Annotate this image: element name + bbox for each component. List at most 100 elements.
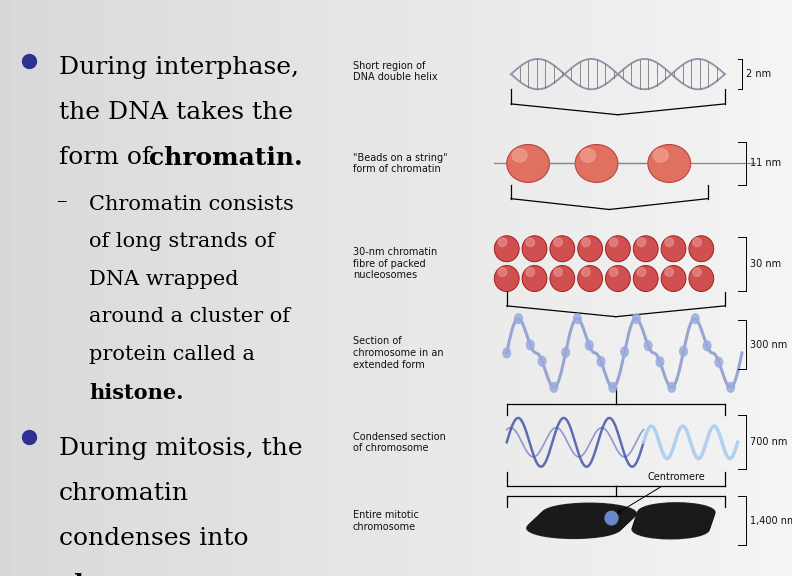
Ellipse shape [581, 149, 596, 162]
Text: chromatin: chromatin [59, 482, 189, 505]
Ellipse shape [605, 511, 618, 525]
Ellipse shape [498, 268, 507, 276]
Ellipse shape [581, 238, 590, 247]
Ellipse shape [638, 505, 714, 524]
Text: 30-nm chromatin
fibre of packed
nucleosomes: 30-nm chromatin fibre of packed nucleoso… [352, 247, 437, 281]
Ellipse shape [527, 518, 621, 539]
Ellipse shape [693, 238, 702, 247]
Ellipse shape [531, 513, 626, 534]
Ellipse shape [540, 506, 634, 526]
Ellipse shape [531, 514, 625, 535]
Ellipse shape [638, 504, 714, 522]
Text: "Beads on a string"
form of chromatin: "Beads on a string" form of chromatin [352, 153, 447, 175]
Ellipse shape [606, 236, 630, 262]
Ellipse shape [635, 512, 712, 530]
Ellipse shape [661, 236, 686, 262]
Ellipse shape [575, 145, 618, 183]
Ellipse shape [494, 266, 519, 291]
Text: 2 nm: 2 nm [746, 69, 771, 79]
Ellipse shape [636, 508, 713, 527]
Circle shape [550, 382, 558, 392]
Ellipse shape [530, 515, 624, 535]
Circle shape [585, 340, 593, 350]
Text: Short region of
DNA double helix: Short region of DNA double helix [352, 60, 437, 82]
Text: protein called a: protein called a [89, 345, 255, 364]
Ellipse shape [606, 266, 630, 291]
Text: During mitosis, the: During mitosis, the [59, 437, 303, 460]
Text: of long strands of: of long strands of [89, 232, 275, 251]
Text: Section of
chromosome in an
extended form: Section of chromosome in an extended for… [352, 336, 444, 370]
Text: 11 nm: 11 nm [751, 158, 782, 168]
Text: Chromatin consists: Chromatin consists [89, 195, 294, 214]
Circle shape [656, 357, 664, 367]
Circle shape [680, 346, 687, 356]
Text: chromosomes.: chromosomes. [59, 573, 261, 576]
Ellipse shape [634, 514, 711, 533]
Text: condenses into: condenses into [59, 528, 249, 551]
Text: Centromere: Centromere [617, 472, 706, 513]
Ellipse shape [638, 238, 645, 247]
Text: form of: form of [59, 146, 159, 169]
Ellipse shape [635, 511, 712, 530]
Ellipse shape [634, 236, 658, 262]
Ellipse shape [635, 510, 713, 529]
Text: During interphase,: During interphase, [59, 56, 299, 79]
Ellipse shape [534, 511, 628, 532]
Ellipse shape [494, 236, 519, 262]
Circle shape [691, 314, 699, 324]
Ellipse shape [633, 519, 710, 538]
Ellipse shape [609, 268, 618, 276]
Text: the DNA takes the: the DNA takes the [59, 101, 293, 124]
Text: 700 nm: 700 nm [751, 437, 788, 448]
Ellipse shape [689, 236, 714, 262]
Text: Condensed section
of chromosome: Condensed section of chromosome [352, 431, 446, 453]
Ellipse shape [542, 504, 635, 525]
Circle shape [515, 314, 523, 324]
Ellipse shape [507, 145, 550, 183]
Ellipse shape [522, 266, 547, 291]
Circle shape [562, 347, 569, 357]
Circle shape [573, 314, 581, 324]
Ellipse shape [526, 268, 535, 276]
Ellipse shape [637, 507, 714, 526]
Ellipse shape [609, 238, 618, 247]
Ellipse shape [634, 516, 710, 535]
Ellipse shape [522, 236, 547, 262]
Text: around a cluster of: around a cluster of [89, 308, 290, 327]
Ellipse shape [648, 145, 691, 183]
Ellipse shape [539, 507, 632, 528]
Ellipse shape [636, 509, 713, 528]
Circle shape [727, 382, 734, 392]
Ellipse shape [554, 238, 562, 247]
Circle shape [621, 347, 628, 357]
Circle shape [597, 357, 605, 366]
Circle shape [703, 341, 711, 351]
Circle shape [527, 340, 534, 350]
Circle shape [539, 357, 546, 366]
Ellipse shape [536, 509, 630, 529]
Ellipse shape [653, 149, 668, 162]
Ellipse shape [637, 506, 714, 525]
Ellipse shape [634, 266, 658, 291]
Ellipse shape [541, 505, 634, 525]
Ellipse shape [535, 510, 629, 530]
Ellipse shape [638, 503, 715, 522]
Ellipse shape [633, 518, 710, 537]
Ellipse shape [543, 503, 636, 524]
Ellipse shape [638, 268, 645, 276]
Ellipse shape [527, 517, 622, 537]
Text: Entire mitotic
chromosome: Entire mitotic chromosome [352, 510, 419, 532]
Ellipse shape [532, 513, 626, 533]
Circle shape [668, 382, 676, 392]
Ellipse shape [665, 268, 673, 276]
Ellipse shape [634, 514, 711, 533]
Ellipse shape [634, 513, 711, 532]
Ellipse shape [693, 268, 702, 276]
Ellipse shape [512, 149, 527, 162]
Ellipse shape [634, 516, 710, 535]
Circle shape [503, 348, 511, 358]
Ellipse shape [661, 266, 686, 291]
Ellipse shape [535, 509, 630, 530]
Circle shape [633, 314, 640, 324]
Ellipse shape [581, 268, 590, 276]
